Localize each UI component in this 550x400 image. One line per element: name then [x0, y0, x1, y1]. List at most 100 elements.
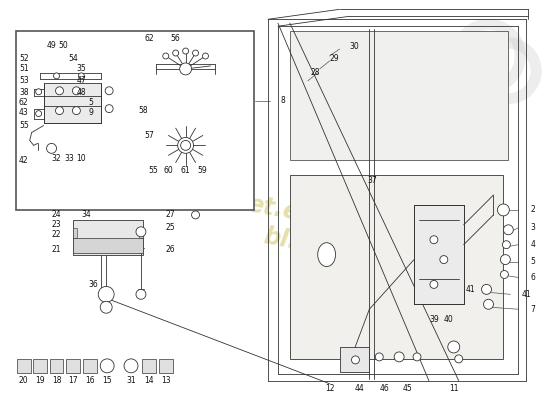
- Circle shape: [430, 236, 438, 244]
- Bar: [414, 205, 464, 304]
- Text: 27: 27: [166, 210, 175, 219]
- Bar: [290, 175, 503, 359]
- Circle shape: [202, 53, 208, 59]
- Text: 46: 46: [379, 384, 389, 393]
- Text: 48: 48: [76, 88, 86, 97]
- Text: 14: 14: [144, 376, 153, 385]
- Circle shape: [173, 50, 179, 56]
- Text: 29: 29: [330, 54, 339, 64]
- Text: 62: 62: [144, 34, 153, 43]
- Text: 42: 42: [19, 156, 29, 165]
- Circle shape: [36, 111, 42, 116]
- Circle shape: [105, 105, 113, 113]
- Circle shape: [47, 143, 57, 153]
- Circle shape: [483, 299, 493, 309]
- Text: 52: 52: [19, 54, 29, 64]
- Bar: [16, 31, 254, 210]
- Circle shape: [79, 73, 84, 79]
- Circle shape: [136, 289, 146, 299]
- Text: 43: 43: [19, 108, 29, 117]
- Text: 55: 55: [19, 121, 29, 130]
- Circle shape: [191, 211, 200, 219]
- Text: 55: 55: [148, 166, 158, 175]
- Text: 56: 56: [171, 34, 180, 43]
- Text: 62: 62: [19, 98, 29, 107]
- Text: 36: 36: [89, 280, 98, 289]
- Circle shape: [178, 138, 194, 153]
- Text: 37: 37: [367, 176, 377, 185]
- Bar: [32, 359, 47, 373]
- Bar: [50, 359, 63, 373]
- Text: 16: 16: [85, 376, 95, 385]
- Circle shape: [503, 225, 513, 235]
- Text: 30: 30: [350, 42, 359, 50]
- Circle shape: [100, 301, 112, 313]
- Bar: [73, 220, 143, 255]
- Bar: [73, 228, 78, 238]
- Text: 61: 61: [181, 166, 190, 175]
- Text: 28: 28: [311, 68, 321, 77]
- Text: 15: 15: [102, 376, 112, 385]
- Circle shape: [136, 227, 146, 237]
- Text: 12: 12: [325, 384, 334, 393]
- Text: et.elusion
bl.com: et.elusion bl.com: [240, 193, 380, 267]
- Text: 10: 10: [76, 154, 86, 163]
- Circle shape: [56, 107, 63, 114]
- Text: 50: 50: [59, 40, 68, 50]
- Text: 13: 13: [161, 376, 170, 385]
- Text: 53: 53: [19, 76, 29, 85]
- Text: 39: 39: [429, 315, 439, 324]
- Bar: [17, 359, 31, 373]
- Text: 44: 44: [355, 384, 364, 393]
- Text: 54: 54: [69, 54, 78, 64]
- Text: 23: 23: [52, 220, 62, 229]
- Text: 58: 58: [138, 106, 148, 115]
- Text: 21: 21: [52, 245, 61, 254]
- Circle shape: [430, 280, 438, 288]
- Circle shape: [36, 89, 42, 95]
- Text: 47: 47: [76, 76, 86, 85]
- Circle shape: [482, 284, 492, 294]
- Circle shape: [497, 204, 509, 216]
- Circle shape: [351, 356, 359, 364]
- Text: 18: 18: [52, 376, 61, 385]
- Text: 19: 19: [35, 376, 45, 385]
- Bar: [84, 359, 97, 373]
- Text: 57: 57: [144, 131, 154, 140]
- Circle shape: [100, 359, 114, 373]
- Bar: [142, 359, 156, 373]
- Text: 20: 20: [19, 376, 29, 385]
- Circle shape: [180, 63, 191, 75]
- Circle shape: [98, 286, 114, 302]
- Circle shape: [73, 107, 80, 114]
- Text: 5: 5: [531, 257, 536, 266]
- Text: 8: 8: [280, 96, 285, 105]
- Text: 4: 4: [531, 240, 536, 249]
- Text: 59: 59: [197, 166, 207, 175]
- Text: 40: 40: [444, 315, 454, 324]
- Text: 6: 6: [531, 273, 536, 282]
- Text: 31: 31: [126, 376, 136, 385]
- Text: 38: 38: [19, 88, 29, 97]
- Bar: [139, 228, 143, 238]
- Text: 35: 35: [76, 64, 86, 74]
- Circle shape: [124, 359, 138, 373]
- Circle shape: [163, 53, 169, 59]
- Text: 45: 45: [402, 384, 412, 393]
- Text: 60: 60: [164, 166, 174, 175]
- Text: 24: 24: [52, 210, 62, 219]
- Text: 2: 2: [531, 206, 536, 214]
- Circle shape: [500, 270, 508, 278]
- Text: 33: 33: [64, 154, 74, 163]
- Circle shape: [192, 50, 199, 56]
- Bar: [73, 238, 143, 253]
- Circle shape: [394, 352, 404, 362]
- Bar: [43, 83, 101, 122]
- Circle shape: [448, 341, 460, 353]
- Circle shape: [440, 256, 448, 264]
- Text: 26: 26: [166, 245, 175, 254]
- Bar: [339, 347, 370, 372]
- Circle shape: [183, 48, 189, 54]
- Bar: [290, 31, 508, 160]
- Text: 5: 5: [89, 98, 94, 107]
